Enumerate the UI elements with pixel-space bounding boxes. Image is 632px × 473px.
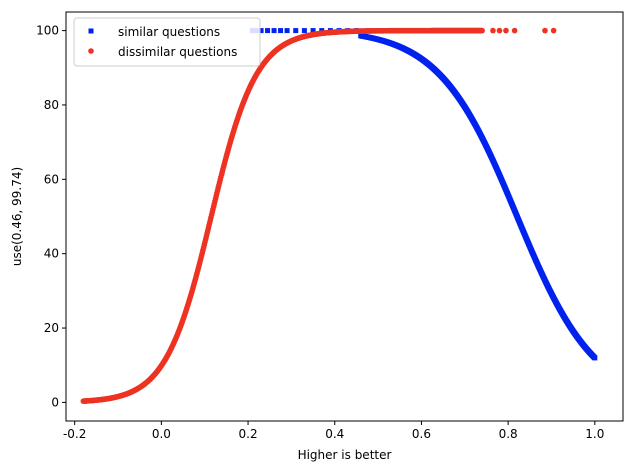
- data-point: [592, 355, 598, 361]
- x-tick-label: 0.0: [152, 427, 171, 441]
- legend-box: [73, 17, 261, 67]
- data-point: [511, 27, 518, 34]
- x-tick-label: 1.0: [585, 427, 604, 441]
- data-point: [301, 28, 307, 34]
- data-point: [293, 28, 299, 34]
- legend-label-dissimilar: dissimilar questions: [118, 45, 237, 59]
- data-point: [479, 27, 485, 34]
- legend: similar questions dissimilar questions: [73, 17, 261, 67]
- x-tick-label: 0.2: [239, 427, 258, 441]
- legend-label-similar: similar questions: [118, 25, 220, 39]
- data-point: [550, 27, 557, 34]
- data-point: [496, 27, 503, 34]
- y-tick-label: 0: [51, 395, 59, 409]
- y-tick-label: 40: [44, 247, 59, 261]
- data-point: [278, 28, 284, 34]
- ticks-layer: -0.2 0.0 0.2 0.4 0.6 0.8 1.0 0 20 40 60 80 100: [36, 24, 604, 441]
- series-1: [80, 27, 557, 404]
- y-tick-label: 20: [44, 321, 59, 335]
- data-point: [265, 28, 271, 34]
- data-point: [542, 27, 548, 34]
- x-tick-label: 0.4: [325, 427, 344, 441]
- y-tick-label: 100: [36, 24, 59, 38]
- y-tick-label: 80: [44, 98, 59, 112]
- series-0: [249, 28, 598, 361]
- legend-marker-similar: [88, 28, 94, 34]
- x-tick-label: 0.6: [412, 427, 431, 441]
- x-axis-label: Higher is better: [298, 448, 392, 462]
- x-tick-label: -0.2: [63, 427, 86, 441]
- data-point: [503, 27, 509, 34]
- y-tick-label: 60: [44, 172, 59, 186]
- x-tick-label: 0.8: [499, 427, 518, 441]
- marks-layer: [80, 27, 598, 404]
- y-axis-label: use(0.46, 99.74): [10, 167, 24, 266]
- data-point: [258, 28, 264, 34]
- data-point: [284, 28, 290, 34]
- plot-area-frame: [65, 11, 624, 422]
- data-point: [490, 27, 496, 34]
- data-point: [310, 28, 316, 34]
- data-point: [271, 28, 277, 34]
- legend-marker-dissimilar: [88, 48, 94, 54]
